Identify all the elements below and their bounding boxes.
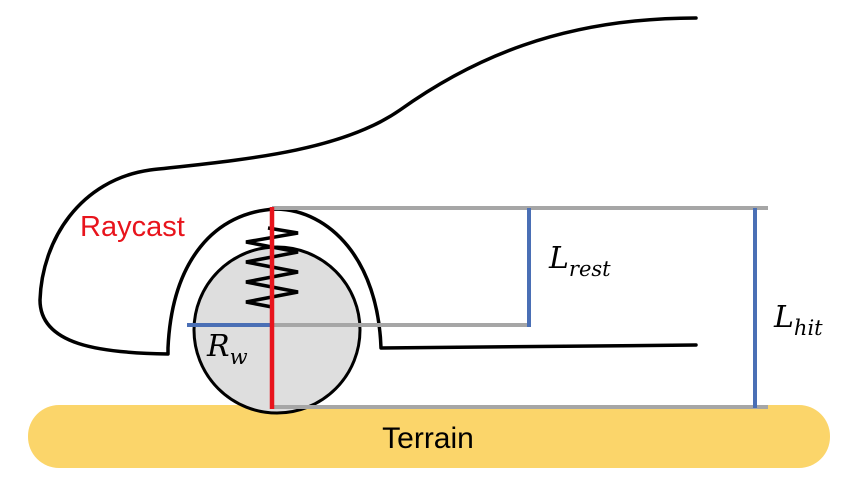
- terrain-label: Terrain: [382, 422, 474, 455]
- terrain-bar: [28, 405, 830, 468]
- rest-length-subscript: rest: [569, 257, 611, 281]
- rest-length-label: Lrest: [548, 241, 611, 281]
- wheel-radius-label: Rw: [206, 329, 248, 369]
- car-body-outline: [38, 16, 698, 356]
- wheel-radius-symbol: R: [206, 329, 230, 364]
- raycast-label: Raycast: [80, 211, 185, 243]
- hit-length-subscript: hit: [794, 316, 823, 340]
- rest-length-symbol: L: [548, 241, 569, 276]
- wheel-radius-subscript: w: [230, 345, 248, 369]
- hit-length-symbol: L: [773, 300, 794, 335]
- hit-length-label: Lhit: [773, 300, 823, 340]
